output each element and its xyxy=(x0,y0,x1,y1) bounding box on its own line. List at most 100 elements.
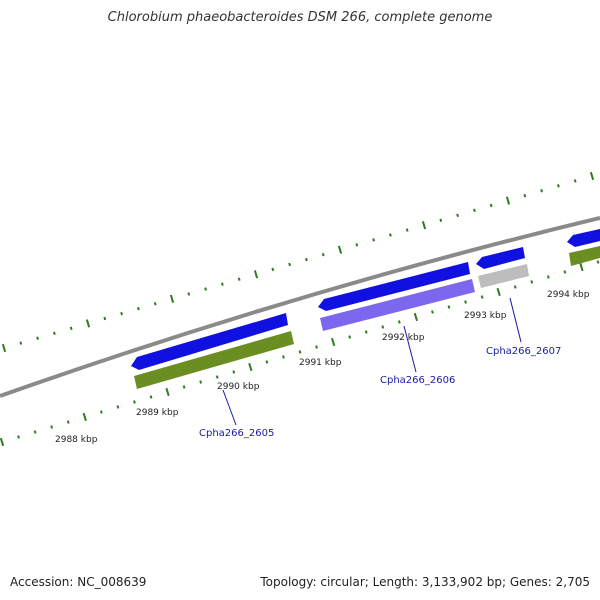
lower-tick xyxy=(149,395,153,399)
leader-line-2607 xyxy=(509,297,522,343)
gene-arrow-2606[interactable] xyxy=(318,262,470,311)
forward-strand-genes xyxy=(131,229,600,370)
upper-tick xyxy=(489,203,493,208)
lower-tick xyxy=(513,285,517,289)
lower-tick xyxy=(563,270,567,274)
lower-tick xyxy=(0,437,5,447)
lower-tick xyxy=(496,287,501,297)
upper-tick xyxy=(321,252,325,257)
lower-tick xyxy=(431,310,434,314)
upper-tick xyxy=(589,171,595,181)
upper-tick xyxy=(169,294,175,303)
lower-tick xyxy=(50,425,54,429)
upper-tick xyxy=(456,213,459,218)
tick-label-2991: 2991 kbp xyxy=(299,358,342,368)
upper-tick xyxy=(573,179,577,183)
feature-bar-2605[interactable] xyxy=(134,331,294,389)
upper-tick xyxy=(355,243,359,247)
gene-arrow-2605[interactable] xyxy=(131,313,288,370)
lower-tick xyxy=(464,300,467,304)
lower-tick xyxy=(397,320,401,324)
upper-tick xyxy=(53,331,56,335)
upper-tick xyxy=(153,302,157,306)
lower-tick xyxy=(99,410,103,414)
lower-tick xyxy=(265,360,269,364)
upper-tick xyxy=(288,262,291,267)
lower-tick xyxy=(33,430,37,434)
lower-tick xyxy=(348,335,352,339)
gene-label-2606[interactable]: Cpha266_2606 xyxy=(380,375,455,386)
lower-tick xyxy=(480,295,484,299)
upper-tick xyxy=(19,341,23,345)
lower-tick xyxy=(248,362,253,372)
leader-line-2605 xyxy=(222,389,237,426)
gene-leader-lines xyxy=(222,297,522,426)
upper-tick xyxy=(237,277,241,281)
tick-label-2988: 2988 kbp xyxy=(55,435,98,445)
lower-tick xyxy=(82,412,87,422)
tick-labels: 2988 kbp 2989 kbp 2990 kbp 2991 kbp 2992… xyxy=(55,290,590,445)
feature-bar-next[interactable] xyxy=(569,246,600,266)
genome-backbone xyxy=(0,216,600,398)
upper-tick xyxy=(439,218,443,222)
genome-stats-text: Topology: circular; Length: 3,133,902 bp… xyxy=(260,575,590,589)
lower-tick xyxy=(116,405,120,409)
upper-tick xyxy=(69,326,73,331)
lower-tick xyxy=(330,337,336,347)
upper-tick xyxy=(36,336,39,340)
lower-tick xyxy=(282,355,285,359)
upper-tick xyxy=(421,221,427,230)
lower-tick xyxy=(17,435,20,439)
leader-line-2606 xyxy=(403,325,417,373)
gene-label-2605[interactable]: Cpha266_2605 xyxy=(199,428,274,439)
lower-tick-track xyxy=(0,260,600,447)
upper-tick xyxy=(337,245,343,254)
lower-tick xyxy=(199,380,203,384)
gene-arrow-next[interactable] xyxy=(567,229,600,247)
upper-tick xyxy=(523,193,527,198)
upper-tick xyxy=(389,233,392,237)
gene-arrow-2607[interactable] xyxy=(476,247,525,269)
upper-tick xyxy=(204,287,207,291)
upper-tick-track xyxy=(1,171,595,353)
feature-bars xyxy=(134,246,600,389)
lower-tick xyxy=(165,387,170,397)
upper-tick xyxy=(253,270,259,279)
upper-tick xyxy=(221,282,224,286)
upper-tick xyxy=(372,238,375,242)
upper-tick xyxy=(103,316,107,321)
tick-label-2990: 2990 kbp xyxy=(217,382,260,392)
lower-tick xyxy=(530,280,534,284)
lower-tick xyxy=(182,385,186,389)
lower-tick xyxy=(133,400,136,404)
lower-tick xyxy=(381,325,385,329)
gene-label-2607[interactable]: Cpha266_2607 xyxy=(486,346,561,357)
lower-tick xyxy=(546,275,550,279)
upper-tick xyxy=(271,267,275,272)
upper-tick xyxy=(540,189,543,193)
lower-tick xyxy=(298,350,302,354)
lower-tick xyxy=(596,260,600,264)
upper-tick xyxy=(137,306,140,311)
lower-tick xyxy=(232,370,236,374)
accession-text: Accession: NC_008639 xyxy=(10,575,147,589)
lower-tick xyxy=(66,420,70,424)
upper-tick xyxy=(1,343,7,353)
map-title: Chlorobium phaeobacteroides DSM 266, com… xyxy=(107,10,493,25)
upper-tick xyxy=(305,257,308,262)
upper-tick xyxy=(187,292,191,296)
tick-label-2993: 2993 kbp xyxy=(464,311,507,321)
lower-tick xyxy=(215,375,219,379)
upper-tick xyxy=(505,196,511,205)
upper-tick xyxy=(85,319,91,328)
upper-tick xyxy=(405,228,409,232)
upper-tick xyxy=(473,208,476,213)
lower-tick xyxy=(579,262,584,272)
tick-label-2992: 2992 kbp xyxy=(382,333,425,343)
upper-tick xyxy=(557,184,560,188)
feature-bar-2607[interactable] xyxy=(478,264,529,288)
lower-tick xyxy=(315,345,318,349)
feature-bar-2606[interactable] xyxy=(320,279,475,331)
tick-label-2994: 2994 kbp xyxy=(547,290,590,300)
